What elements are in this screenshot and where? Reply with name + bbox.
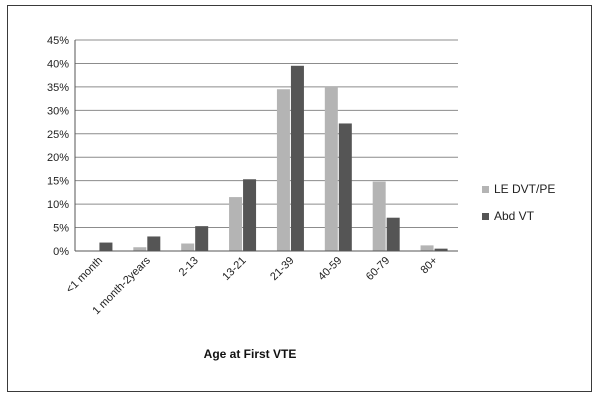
bar-abd-vt [195,226,209,251]
x-tick-label: 80+ [418,255,440,277]
x-axis-title: Age at First VTE [204,347,297,361]
y-tick-label: 0% [53,246,69,258]
x-tick-label: 60-79 [364,255,392,283]
bar-abd-vt [338,123,352,251]
y-tick-label: 5% [53,223,69,235]
y-tick-labels: 0% 5% 10% 15% 20% 25% 30% 35% 40% 45% [47,35,69,258]
bar-le-dvt-pe [181,243,195,251]
x-tick-label: 40-59 [316,255,344,283]
bar-le-dvt-pe [229,197,243,251]
legend-swatch [482,186,489,193]
bar-abd-vt [386,217,400,251]
bar-abd-vt [243,179,257,251]
y-tick-label: 15% [47,176,69,188]
x-tick-label: <1 month [64,255,105,296]
bar-le-dvt-pe [133,247,147,251]
bar-le-dvt-pe [420,245,434,251]
y-tick-label: 30% [47,105,69,117]
axes [74,40,458,252]
bar-abd-vt [99,242,113,251]
y-tick-label: 45% [47,35,69,47]
bar-le-dvt-pe [372,181,386,251]
x-tick-label: 2-13 [177,255,201,279]
y-tick-label: 35% [47,82,69,94]
y-tick-label: 25% [47,129,69,141]
bars [99,65,448,252]
bar-le-dvt-pe [276,89,290,251]
x-tick-label: 21-39 [268,255,296,283]
y-tick-label: 40% [47,58,69,70]
bar-le-dvt-pe [324,86,338,251]
legend-label: Abd VT [494,209,535,223]
legend: LE DVT/PE Abd VT [482,182,555,223]
bar-abd-vt [434,248,448,251]
y-tick-label: 10% [47,199,69,211]
y-tick-label: 20% [47,152,69,164]
legend-swatch [482,213,489,220]
bar-abd-vt [290,65,304,252]
x-tick-label: 13-21 [220,255,248,283]
legend-label: LE DVT/PE [494,182,555,196]
bar-abd-vt [147,236,161,251]
gridlines [75,39,458,229]
